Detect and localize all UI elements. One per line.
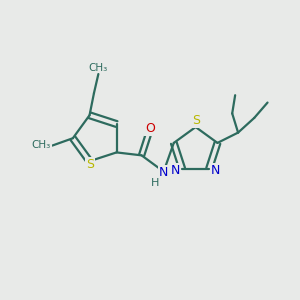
Text: N: N <box>211 164 220 177</box>
Text: N: N <box>159 166 168 178</box>
Text: S: S <box>86 158 94 171</box>
Text: O: O <box>146 122 155 135</box>
Text: N: N <box>171 164 180 177</box>
Text: CH₃: CH₃ <box>32 140 51 150</box>
Text: H: H <box>151 178 160 188</box>
Text: CH₃: CH₃ <box>89 63 108 73</box>
Text: S: S <box>192 114 200 127</box>
